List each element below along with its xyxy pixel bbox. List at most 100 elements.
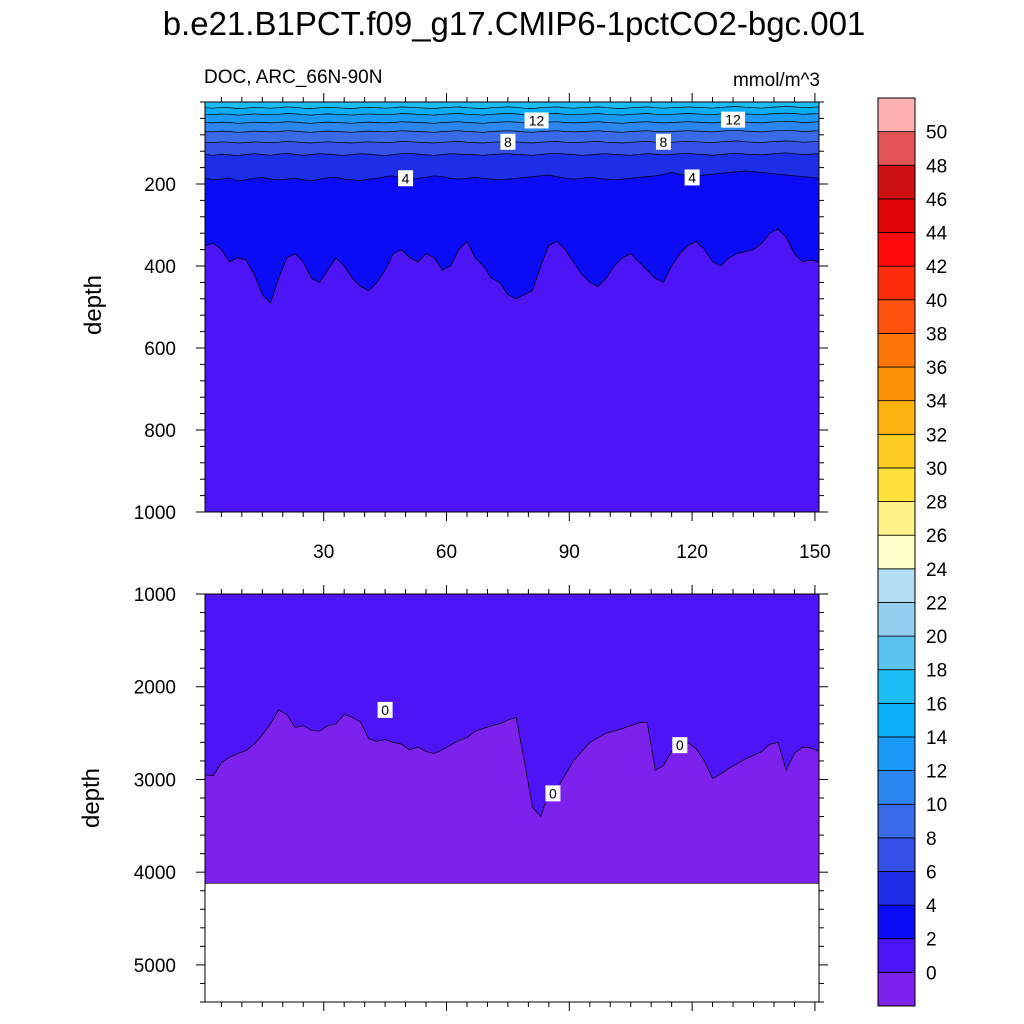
colorbar-swatch (877, 97, 916, 133)
colorbar-swatch (877, 770, 916, 805)
colorbar-tick-label: 24 (926, 560, 948, 581)
colorbar-tick-label: 26 (926, 526, 947, 547)
colorbar-tick-label: 38 (926, 324, 947, 345)
contour-line-level-14 (204, 112, 820, 116)
colorbar-swatch (877, 635, 916, 671)
colorbar-tick-label: 46 (926, 190, 947, 211)
colorbar-tick-label: 48 (926, 156, 947, 177)
y-tick-label: 5000 (134, 956, 176, 977)
y-tick-label: 600 (144, 339, 176, 360)
y-tick-label: 400 (144, 257, 176, 278)
contour-label: 4 (402, 170, 410, 186)
y-tick-label: 1000 (134, 585, 176, 606)
colorbar-tick-label: 16 (926, 694, 947, 715)
colorbar: 0246810121416182022242628303234363840424… (877, 97, 948, 1007)
contour-line-level-6 (204, 152, 820, 157)
x-tick-label: 120 (676, 542, 708, 563)
colorbar-tick-label: 10 (926, 795, 947, 816)
colorbar-swatch (877, 232, 916, 267)
colorbar-tick-label: 22 (926, 593, 947, 614)
colorbar-tick-label: 32 (926, 425, 947, 446)
colorbar-tick-label: 4 (926, 896, 937, 917)
colorbar-swatch (877, 265, 916, 301)
upper-depth-panel: 12 12 8 8 4 4 200 400 600 800 1000 30 60 90 120 150 (134, 93, 831, 563)
contour-label: 8 (660, 134, 668, 150)
colorbar-tick-label: 40 (926, 291, 947, 312)
contour-label-box (398, 170, 414, 187)
contour-label: 0 (549, 785, 557, 801)
colorbar-swatch (877, 400, 916, 435)
x-tick-label: 150 (799, 542, 831, 563)
colorbar-swatch (877, 904, 916, 940)
contour-label: 4 (688, 169, 696, 185)
chart-title: b.e21.B1PCT.f09_g17.CMIP6-1pctCO2-bgc.00… (163, 5, 866, 42)
y-tick-label: 200 (144, 175, 176, 196)
colorbar-tick-label: 36 (926, 358, 947, 379)
contour-label-box (524, 112, 549, 129)
colorbar-tick-label: 30 (926, 459, 947, 480)
y-tick-label: 4000 (134, 863, 176, 884)
colorbar-tick-label: 0 (926, 963, 937, 984)
contour-fill-level-16 (205, 102, 819, 109)
y-tick-label: 1000 (134, 503, 176, 524)
colorbar-tick-label: 6 (926, 862, 937, 883)
contour-label-box (684, 169, 700, 186)
colorbar-tick-label: 12 (926, 762, 947, 783)
colorbar-tick-label: 18 (926, 661, 947, 682)
colorbar-swatch (877, 131, 916, 166)
plot-frame (204, 101, 820, 513)
colorbar-tick-label: 34 (926, 392, 948, 413)
contour-label-box (545, 785, 561, 802)
contour-line-level-0 (204, 709, 820, 818)
x-tick-label: 90 (559, 542, 580, 563)
colorbar-swatch (877, 501, 916, 536)
contour-label-box (672, 737, 688, 754)
colorbar-tick-label: 28 (926, 493, 947, 514)
colorbar-swatch (877, 736, 916, 771)
contour-label: 0 (381, 702, 389, 718)
y-tick-label: 2000 (134, 678, 176, 699)
colorbar-swatch (877, 299, 916, 334)
contour-label-box (500, 133, 516, 150)
y-axis-label-upper: depth (80, 275, 107, 335)
colorbar-swatch (877, 164, 916, 200)
y-tick-label: 3000 (134, 770, 176, 791)
lower-depth-panel: 0 0 0 1000 2000 3000 4000 5000 (134, 585, 828, 1011)
contour-line-level-16 (204, 106, 820, 109)
colorbar-tick-label: 44 (926, 224, 948, 245)
contour-label: 8 (504, 134, 512, 150)
contour-label: 12 (725, 112, 741, 128)
colorbar-swatch (877, 333, 916, 368)
colorbar-tick-label: 42 (926, 257, 947, 278)
units-label: mmol/m^3 (733, 70, 820, 91)
colorbar-tick-label: 2 (926, 930, 937, 951)
colorbar-swatch (877, 568, 916, 603)
contour-line-level-12 (204, 120, 820, 124)
no-data-region (205, 883, 819, 1002)
contour-line-level-10 (204, 129, 820, 133)
colorbar-tick-label: 20 (926, 627, 947, 648)
colorbar-swatch (877, 971, 916, 1007)
colorbar-frame (877, 97, 916, 1007)
contour-label-box (655, 133, 671, 150)
colorbar-tick-label: 50 (926, 123, 947, 144)
colorbar-swatch (877, 366, 916, 402)
contour-fill-level-0 (205, 594, 819, 817)
contour-label: 0 (676, 737, 684, 753)
colorbar-swatch (877, 198, 916, 233)
colorbar-tick-label: 14 (926, 728, 948, 749)
contour-line-level-2 (204, 228, 820, 304)
y-axis-label-lower: depth (78, 768, 105, 828)
contour-line-level-4 (204, 170, 820, 182)
x-tick-label: 60 (436, 542, 457, 563)
colorbar-swatch (877, 433, 916, 469)
colorbar-swatch (877, 669, 916, 704)
contour-label-box (721, 111, 746, 128)
colorbar-swatch (877, 602, 916, 637)
variable-region-label: DOC, ARC_66N-90N (204, 67, 382, 88)
colorbar-swatch (877, 467, 916, 502)
colorbar-swatch (877, 837, 916, 872)
colorbar-tick-label: 8 (926, 829, 937, 850)
colorbar-swatch (877, 534, 916, 570)
contour-label-box (377, 701, 393, 718)
